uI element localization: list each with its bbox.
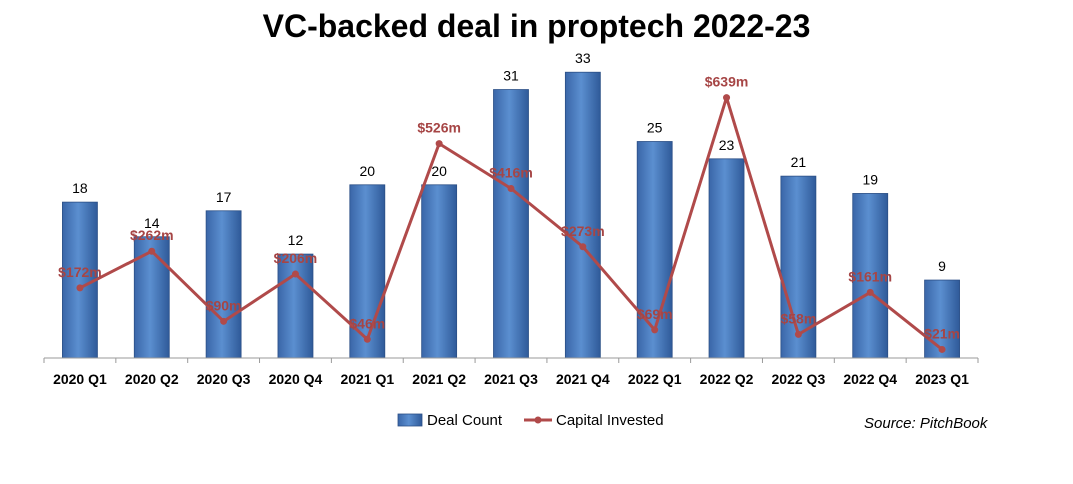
line-value-label: $21m — [924, 325, 960, 341]
line-value-label: $262m — [130, 227, 174, 243]
line-point — [148, 247, 156, 255]
legend-label-capital-invested: Capital Invested — [556, 412, 664, 429]
line-value-label: $273m — [561, 223, 605, 239]
category-label: 2022 Q1 — [628, 371, 682, 387]
line-layer: $172m $262m $90m $206m $46m $526m $416m $273m $6… — [58, 74, 960, 353]
line-point — [723, 94, 731, 102]
line-value-label: $58m — [780, 310, 816, 326]
bar-value-label: 33 — [575, 50, 591, 66]
bar-value-label: 20 — [360, 163, 376, 179]
category-label: 2021 Q4 — [556, 371, 610, 387]
line-point — [76, 284, 84, 292]
bar-value-label: 20 — [431, 163, 447, 179]
legend: Deal Count Capital Invested — [397, 412, 664, 429]
source-note: Source: PitchBook — [864, 415, 988, 432]
bar-deal-count — [636, 141, 673, 359]
bar-deal-count — [62, 201, 98, 359]
bar-value-label: 19 — [862, 171, 878, 187]
line-value-label: $172m — [58, 264, 102, 280]
category-label: 2021 Q3 — [484, 371, 538, 387]
legend-swatch-deal-count — [397, 413, 423, 427]
bar-value-label: 12 — [288, 232, 304, 248]
line-point — [938, 345, 946, 353]
bar-value-label: 21 — [791, 154, 807, 170]
bar-deal-count — [708, 158, 745, 359]
line-point — [291, 270, 299, 278]
category-label: 2020 Q4 — [269, 371, 323, 387]
bar-value-label: 9 — [938, 258, 946, 274]
category-label: 2021 Q2 — [412, 371, 466, 387]
legend-label-deal-count: Deal Count — [427, 412, 503, 429]
bar-deal-count — [564, 71, 601, 359]
line-value-label: $46m — [349, 315, 385, 331]
bar-value-label: 18 — [72, 180, 88, 196]
line-point — [220, 317, 228, 325]
line-point — [363, 335, 371, 343]
bar-value-label: 14 — [144, 215, 160, 231]
bar-deal-count — [421, 184, 458, 359]
category-label: 2023 Q1 — [915, 371, 969, 387]
category-label: 2022 Q4 — [843, 371, 897, 387]
ticks-layer — [43, 358, 979, 363]
bar-value-label: 25 — [647, 120, 663, 136]
bar-deal-count — [493, 89, 529, 359]
line-value-label: $161m — [848, 268, 892, 284]
line-value-label: $639m — [705, 74, 749, 90]
bars-layer: 18 14 17 12 20 20 31 33 25 23 21 19 9 — [62, 50, 960, 359]
category-label: 2020 Q3 — [197, 371, 251, 387]
chart-title: VC-backed deal in proptech 2022-23 — [262, 8, 811, 44]
line-value-label: $90m — [206, 297, 242, 313]
line-point — [579, 243, 587, 251]
category-label: 2020 Q1 — [53, 371, 107, 387]
line-value-label: $416m — [489, 164, 533, 180]
line-value-label: $206m — [274, 250, 318, 266]
line-point — [794, 330, 802, 338]
bar-deal-count — [349, 184, 386, 359]
line-point — [507, 184, 515, 192]
line-point — [435, 140, 443, 148]
bar-deal-count — [133, 236, 170, 359]
bar-value-label: 23 — [719, 137, 735, 153]
category-label: 2021 Q1 — [340, 371, 394, 387]
bar-deal-count — [277, 253, 314, 359]
bar-value-label: 17 — [216, 189, 232, 205]
category-labels: 2020 Q1 2020 Q2 2020 Q3 2020 Q4 2021 Q1 2021 … — [53, 371, 969, 387]
bar-deal-count — [205, 210, 242, 359]
bar-value-label: 31 — [503, 68, 519, 84]
line-point — [866, 288, 874, 296]
category-label: 2022 Q2 — [700, 371, 754, 387]
category-label: 2022 Q3 — [772, 371, 826, 387]
category-label: 2020 Q2 — [125, 371, 179, 387]
line-value-label: $69m — [637, 306, 673, 322]
legend-marker-capital-invested — [534, 416, 542, 424]
line-value-label: $526m — [417, 120, 461, 136]
line-point — [651, 326, 659, 334]
